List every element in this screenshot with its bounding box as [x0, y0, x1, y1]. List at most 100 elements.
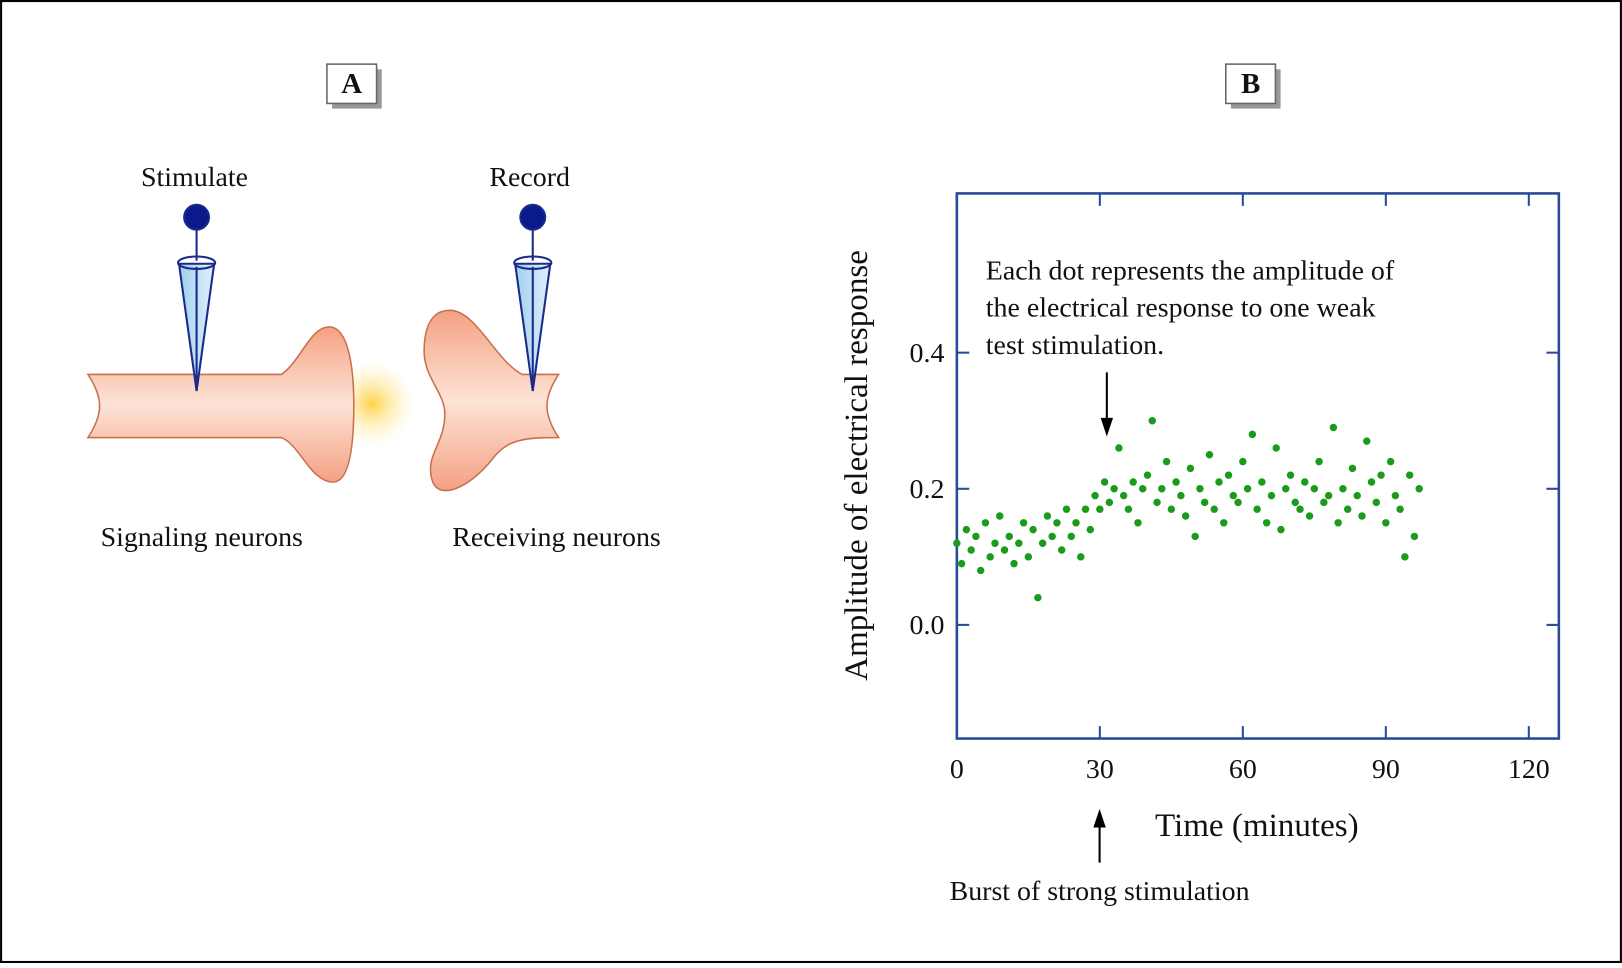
annotation: test stimulation. — [986, 330, 1164, 361]
data-point — [1343, 505, 1352, 513]
data-point — [1010, 559, 1018, 568]
receiving-neuron — [423, 309, 561, 492]
data-point — [1320, 498, 1328, 507]
record-electrode — [513, 203, 553, 392]
data-point — [1167, 505, 1176, 513]
data-point — [1110, 485, 1118, 493]
panel-a: A Stimulate Record Signaling neurons Rec… — [86, 63, 661, 553]
data-point — [1291, 498, 1299, 507]
data-point — [1205, 451, 1214, 459]
x-tick-label: 30 — [1086, 754, 1114, 785]
data-point — [1396, 505, 1404, 513]
panel-label: B — [1241, 68, 1260, 100]
data-point — [1391, 491, 1400, 500]
signaling-label: Signaling neurons — [101, 522, 303, 553]
data-point — [1029, 525, 1037, 534]
x-axis-label: Time (minutes) — [1155, 808, 1359, 844]
data-point — [1367, 478, 1376, 486]
x-tick-label: 0 — [950, 754, 964, 785]
data-point — [1363, 437, 1371, 445]
data-point — [1229, 491, 1238, 500]
data-point — [953, 539, 961, 547]
data-point — [1358, 512, 1366, 520]
data-point — [981, 519, 990, 527]
data-point — [1143, 471, 1152, 479]
data-point — [1134, 519, 1142, 527]
data-point — [1129, 478, 1137, 486]
data-point — [1220, 519, 1228, 527]
data-point — [1096, 505, 1104, 513]
data-point — [1329, 423, 1338, 432]
data-point — [1191, 532, 1199, 541]
stim-electrode — [176, 203, 217, 392]
data-point — [1224, 471, 1233, 479]
data-point — [1215, 478, 1223, 486]
signaling-neuron — [86, 326, 355, 483]
receiving-label: Receiving neurons — [452, 522, 660, 553]
data-point — [972, 532, 980, 541]
panel-b: B Time (minutes) Amplitude of electrical… — [839, 63, 1561, 907]
data-point — [1057, 546, 1066, 554]
x-tick-label: 120 — [1508, 754, 1550, 785]
data-point — [1258, 478, 1266, 486]
data-point — [1172, 478, 1180, 486]
data-point — [1382, 519, 1390, 527]
data-point — [1196, 485, 1204, 493]
data-point — [1062, 505, 1071, 513]
data-point — [1019, 519, 1028, 527]
annotation: the electrical response to one weak — [986, 293, 1376, 324]
data-point — [1162, 457, 1171, 466]
data-point — [1081, 505, 1090, 513]
x-tick-label: 90 — [1372, 754, 1400, 785]
data-point — [1339, 485, 1347, 493]
data-point — [1348, 464, 1357, 473]
annotation: Each dot represents the amplitude of — [986, 255, 1395, 286]
data-point — [1100, 478, 1109, 486]
data-point — [1210, 505, 1218, 513]
x-tick-label: 60 — [1229, 754, 1257, 785]
data-point — [1405, 471, 1414, 479]
data-point — [1072, 519, 1080, 527]
data-point — [1296, 505, 1304, 513]
data-point — [996, 512, 1004, 520]
data-point — [1286, 471, 1295, 479]
data-point — [1024, 553, 1033, 561]
data-point — [1248, 430, 1257, 439]
plot-frame — [955, 192, 1561, 740]
data-point — [1200, 498, 1209, 507]
data-point — [1277, 525, 1285, 534]
data-point — [1119, 491, 1128, 500]
data-point — [1262, 519, 1271, 527]
data-point — [1124, 505, 1133, 513]
data-point — [962, 525, 971, 534]
data-point — [1015, 539, 1023, 547]
stimulate-label: Stimulate — [141, 162, 248, 193]
data-point — [1239, 457, 1247, 466]
data-point — [1243, 485, 1252, 493]
data-point — [1372, 498, 1381, 507]
data-point — [1401, 553, 1409, 561]
data-point — [976, 566, 985, 575]
data-point — [1038, 539, 1047, 547]
data-point — [1301, 478, 1309, 486]
data-point — [1005, 532, 1014, 541]
annotation-arrow — [1100, 372, 1114, 437]
data-point — [1105, 498, 1114, 507]
data-point — [1267, 491, 1276, 500]
data-point — [1353, 491, 1361, 500]
data-point — [1048, 532, 1056, 541]
data-point — [1324, 491, 1333, 500]
data-point — [1234, 498, 1242, 507]
y-tick-label: 0.2 — [910, 474, 945, 505]
data-point — [1253, 505, 1261, 513]
y-axis-label: Amplitude of electrical response — [839, 250, 875, 681]
data-point — [1077, 553, 1085, 561]
data-point — [967, 546, 975, 554]
data-point — [1034, 593, 1042, 602]
burst-arrow — [1093, 808, 1106, 863]
data-point — [1177, 491, 1185, 500]
data-point — [1310, 485, 1319, 493]
panel-label: A — [341, 68, 362, 100]
